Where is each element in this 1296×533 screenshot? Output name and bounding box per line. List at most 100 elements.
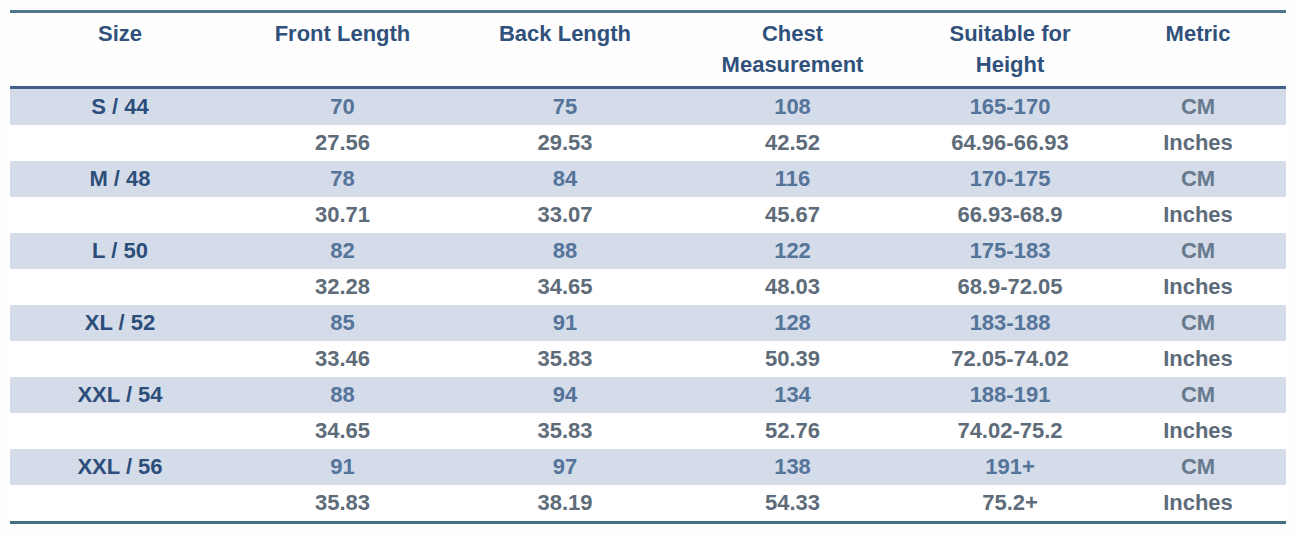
cell-back-length: 75 bbox=[455, 88, 675, 126]
cell-chest: 108 bbox=[675, 88, 910, 126]
cell-metric: Inches bbox=[1110, 269, 1286, 305]
cell-metric: CM bbox=[1110, 161, 1286, 197]
cell-metric: Inches bbox=[1110, 413, 1286, 449]
cell-back-length: 94 bbox=[455, 377, 675, 413]
cell-chest: 52.76 bbox=[675, 413, 910, 449]
cell-chest: 122 bbox=[675, 233, 910, 269]
cell-front-length: 70 bbox=[230, 88, 455, 126]
cell-height: 64.96-66.93 bbox=[910, 125, 1110, 161]
cell-size bbox=[10, 485, 230, 523]
cell-back-length: 97 bbox=[455, 449, 675, 485]
cell-chest: 138 bbox=[675, 449, 910, 485]
cell-chest: 128 bbox=[675, 305, 910, 341]
table-row-inches: 33.4635.8350.3972.05-74.02Inches bbox=[10, 341, 1286, 377]
col-header-front-length-label: Front Length bbox=[275, 18, 411, 49]
cell-metric: Inches bbox=[1110, 197, 1286, 233]
cell-height: 191+ bbox=[910, 449, 1110, 485]
table-row-inches: 35.8338.1954.3375.2+Inches bbox=[10, 485, 1286, 523]
cell-chest: 45.67 bbox=[675, 197, 910, 233]
cell-size: M / 48 bbox=[10, 161, 230, 197]
cell-height: 170-175 bbox=[910, 161, 1110, 197]
cell-size: XL / 52 bbox=[10, 305, 230, 341]
cell-height: 165-170 bbox=[910, 88, 1110, 126]
col-header-chest-measurement-label: Chest Measurement bbox=[700, 18, 885, 80]
cell-metric: Inches bbox=[1110, 125, 1286, 161]
cell-back-length: 91 bbox=[455, 305, 675, 341]
size-chart-table: Size Front Length Back Length Chest Meas… bbox=[10, 10, 1286, 524]
table-row-inches: 27.5629.5342.5264.96-66.93Inches bbox=[10, 125, 1286, 161]
col-header-metric: Metric bbox=[1110, 12, 1286, 88]
col-header-back-length: Back Length bbox=[455, 12, 675, 88]
table-row-cm: XL / 528591128183-188CM bbox=[10, 305, 1286, 341]
cell-height: 66.93-68.9 bbox=[910, 197, 1110, 233]
table-row-cm: S / 447075108165-170CM bbox=[10, 88, 1286, 126]
cell-size bbox=[10, 125, 230, 161]
cell-front-length: 82 bbox=[230, 233, 455, 269]
cell-chest: 134 bbox=[675, 377, 910, 413]
table-body: S / 447075108165-170CM27.5629.5342.5264.… bbox=[10, 88, 1286, 523]
cell-metric: CM bbox=[1110, 88, 1286, 126]
col-header-size: Size bbox=[10, 12, 230, 88]
cell-height: 75.2+ bbox=[910, 485, 1110, 523]
table-row-cm: XXL / 569197138191+CM bbox=[10, 449, 1286, 485]
cell-size bbox=[10, 269, 230, 305]
table-row-inches: 32.2834.6548.0368.9-72.05Inches bbox=[10, 269, 1286, 305]
table-row-cm: M / 487884116170-175CM bbox=[10, 161, 1286, 197]
cell-chest: 54.33 bbox=[675, 485, 910, 523]
cell-height: 188-191 bbox=[910, 377, 1110, 413]
cell-metric: CM bbox=[1110, 233, 1286, 269]
cell-metric: Inches bbox=[1110, 485, 1286, 523]
cell-height: 183-188 bbox=[910, 305, 1110, 341]
cell-front-length: 88 bbox=[230, 377, 455, 413]
cell-metric: CM bbox=[1110, 305, 1286, 341]
cell-back-length: 33.07 bbox=[455, 197, 675, 233]
cell-chest: 42.52 bbox=[675, 125, 910, 161]
table-row-inches: 30.7133.0745.6766.93-68.9Inches bbox=[10, 197, 1286, 233]
cell-chest: 48.03 bbox=[675, 269, 910, 305]
cell-size bbox=[10, 197, 230, 233]
cell-front-length: 35.83 bbox=[230, 485, 455, 523]
table-row-cm: XXL / 548894134188-191CM bbox=[10, 377, 1286, 413]
cell-height: 72.05-74.02 bbox=[910, 341, 1110, 377]
table-row-cm: L / 508288122175-183CM bbox=[10, 233, 1286, 269]
cell-height: 175-183 bbox=[910, 233, 1110, 269]
cell-front-length: 27.56 bbox=[230, 125, 455, 161]
cell-back-length: 88 bbox=[455, 233, 675, 269]
cell-size: XXL / 54 bbox=[10, 377, 230, 413]
col-header-back-length-label: Back Length bbox=[499, 18, 631, 49]
cell-back-length: 35.83 bbox=[455, 341, 675, 377]
cell-back-length: 34.65 bbox=[455, 269, 675, 305]
col-header-metric-label: Metric bbox=[1166, 18, 1231, 49]
cell-back-length: 29.53 bbox=[455, 125, 675, 161]
table-row-inches: 34.6535.8352.7674.02-75.2Inches bbox=[10, 413, 1286, 449]
cell-size bbox=[10, 341, 230, 377]
cell-chest: 50.39 bbox=[675, 341, 910, 377]
cell-front-length: 85 bbox=[230, 305, 455, 341]
cell-front-length: 30.71 bbox=[230, 197, 455, 233]
header-row: Size Front Length Back Length Chest Meas… bbox=[10, 12, 1286, 88]
cell-front-length: 33.46 bbox=[230, 341, 455, 377]
col-header-suitable-height-label: Suitable for Height bbox=[935, 18, 1085, 80]
cell-size: L / 50 bbox=[10, 233, 230, 269]
cell-front-length: 91 bbox=[230, 449, 455, 485]
cell-size: XXL / 56 bbox=[10, 449, 230, 485]
cell-front-length: 34.65 bbox=[230, 413, 455, 449]
cell-metric: CM bbox=[1110, 449, 1286, 485]
col-header-chest-measurement: Chest Measurement bbox=[675, 12, 910, 88]
cell-chest: 116 bbox=[675, 161, 910, 197]
cell-metric: Inches bbox=[1110, 341, 1286, 377]
cell-size bbox=[10, 413, 230, 449]
cell-metric: CM bbox=[1110, 377, 1286, 413]
col-header-front-length: Front Length bbox=[230, 12, 455, 88]
cell-back-length: 38.19 bbox=[455, 485, 675, 523]
cell-front-length: 78 bbox=[230, 161, 455, 197]
cell-size: S / 44 bbox=[10, 88, 230, 126]
cell-back-length: 35.83 bbox=[455, 413, 675, 449]
size-chart: Size Front Length Back Length Chest Meas… bbox=[10, 10, 1286, 524]
col-header-suitable-height: Suitable for Height bbox=[910, 12, 1110, 88]
cell-height: 74.02-75.2 bbox=[910, 413, 1110, 449]
col-header-size-label: Size bbox=[98, 18, 142, 49]
cell-front-length: 32.28 bbox=[230, 269, 455, 305]
cell-back-length: 84 bbox=[455, 161, 675, 197]
cell-height: 68.9-72.05 bbox=[910, 269, 1110, 305]
